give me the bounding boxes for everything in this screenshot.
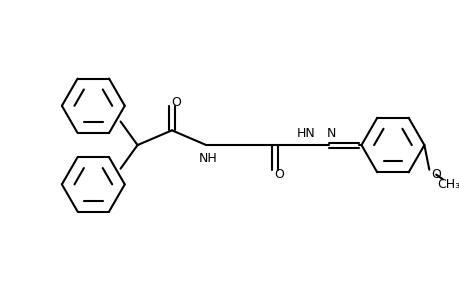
Text: O: O xyxy=(171,96,180,109)
Text: HN: HN xyxy=(297,127,315,140)
Text: O: O xyxy=(430,168,440,181)
Text: CH₃: CH₃ xyxy=(437,178,459,191)
Text: N: N xyxy=(326,127,335,140)
Text: NH: NH xyxy=(198,152,217,165)
Text: O: O xyxy=(274,168,283,181)
